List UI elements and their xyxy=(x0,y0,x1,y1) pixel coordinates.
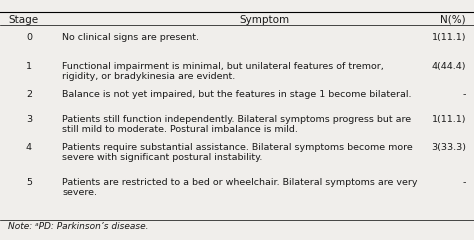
Text: Patients require substantial assistance. Bilateral symptoms become more: Patients require substantial assistance.… xyxy=(62,143,413,152)
Text: 0: 0 xyxy=(26,33,32,42)
Text: severe with significant postural instability.: severe with significant postural instabi… xyxy=(62,153,263,162)
Text: 4(44.4): 4(44.4) xyxy=(431,62,466,71)
Text: 1(11.1): 1(11.1) xyxy=(431,115,466,124)
Text: 2: 2 xyxy=(26,90,32,99)
Text: -: - xyxy=(463,178,466,187)
Text: Functional impairment is minimal, but unilateral features of tremor,: Functional impairment is minimal, but un… xyxy=(62,62,384,71)
Text: severe.: severe. xyxy=(62,188,97,197)
Text: Patients still function independently. Bilateral symptoms progress but are: Patients still function independently. B… xyxy=(62,115,411,124)
Text: Balance is not yet impaired, but the features in stage 1 become bilateral.: Balance is not yet impaired, but the fea… xyxy=(62,90,411,99)
Text: 4: 4 xyxy=(26,143,32,152)
Text: 1: 1 xyxy=(26,62,32,71)
Text: Symptom: Symptom xyxy=(239,15,289,25)
Text: -: - xyxy=(463,90,466,99)
Text: No clinical signs are present.: No clinical signs are present. xyxy=(62,33,199,42)
Text: still mild to moderate. Postural imbalance is mild.: still mild to moderate. Postural imbalan… xyxy=(62,125,298,134)
Text: N(%): N(%) xyxy=(440,15,466,25)
Text: 3(33.3): 3(33.3) xyxy=(431,143,466,152)
Text: Patients are restricted to a bed or wheelchair. Bilateral symptoms are very: Patients are restricted to a bed or whee… xyxy=(62,178,418,187)
Text: 1(11.1): 1(11.1) xyxy=(431,33,466,42)
Text: 5: 5 xyxy=(26,178,32,187)
Text: Note: ᵃPD: Parkinson’s disease.: Note: ᵃPD: Parkinson’s disease. xyxy=(8,222,148,231)
Text: 3: 3 xyxy=(26,115,32,124)
Text: Stage: Stage xyxy=(8,15,38,25)
Text: rigidity, or bradykinesia are evident.: rigidity, or bradykinesia are evident. xyxy=(62,72,235,81)
